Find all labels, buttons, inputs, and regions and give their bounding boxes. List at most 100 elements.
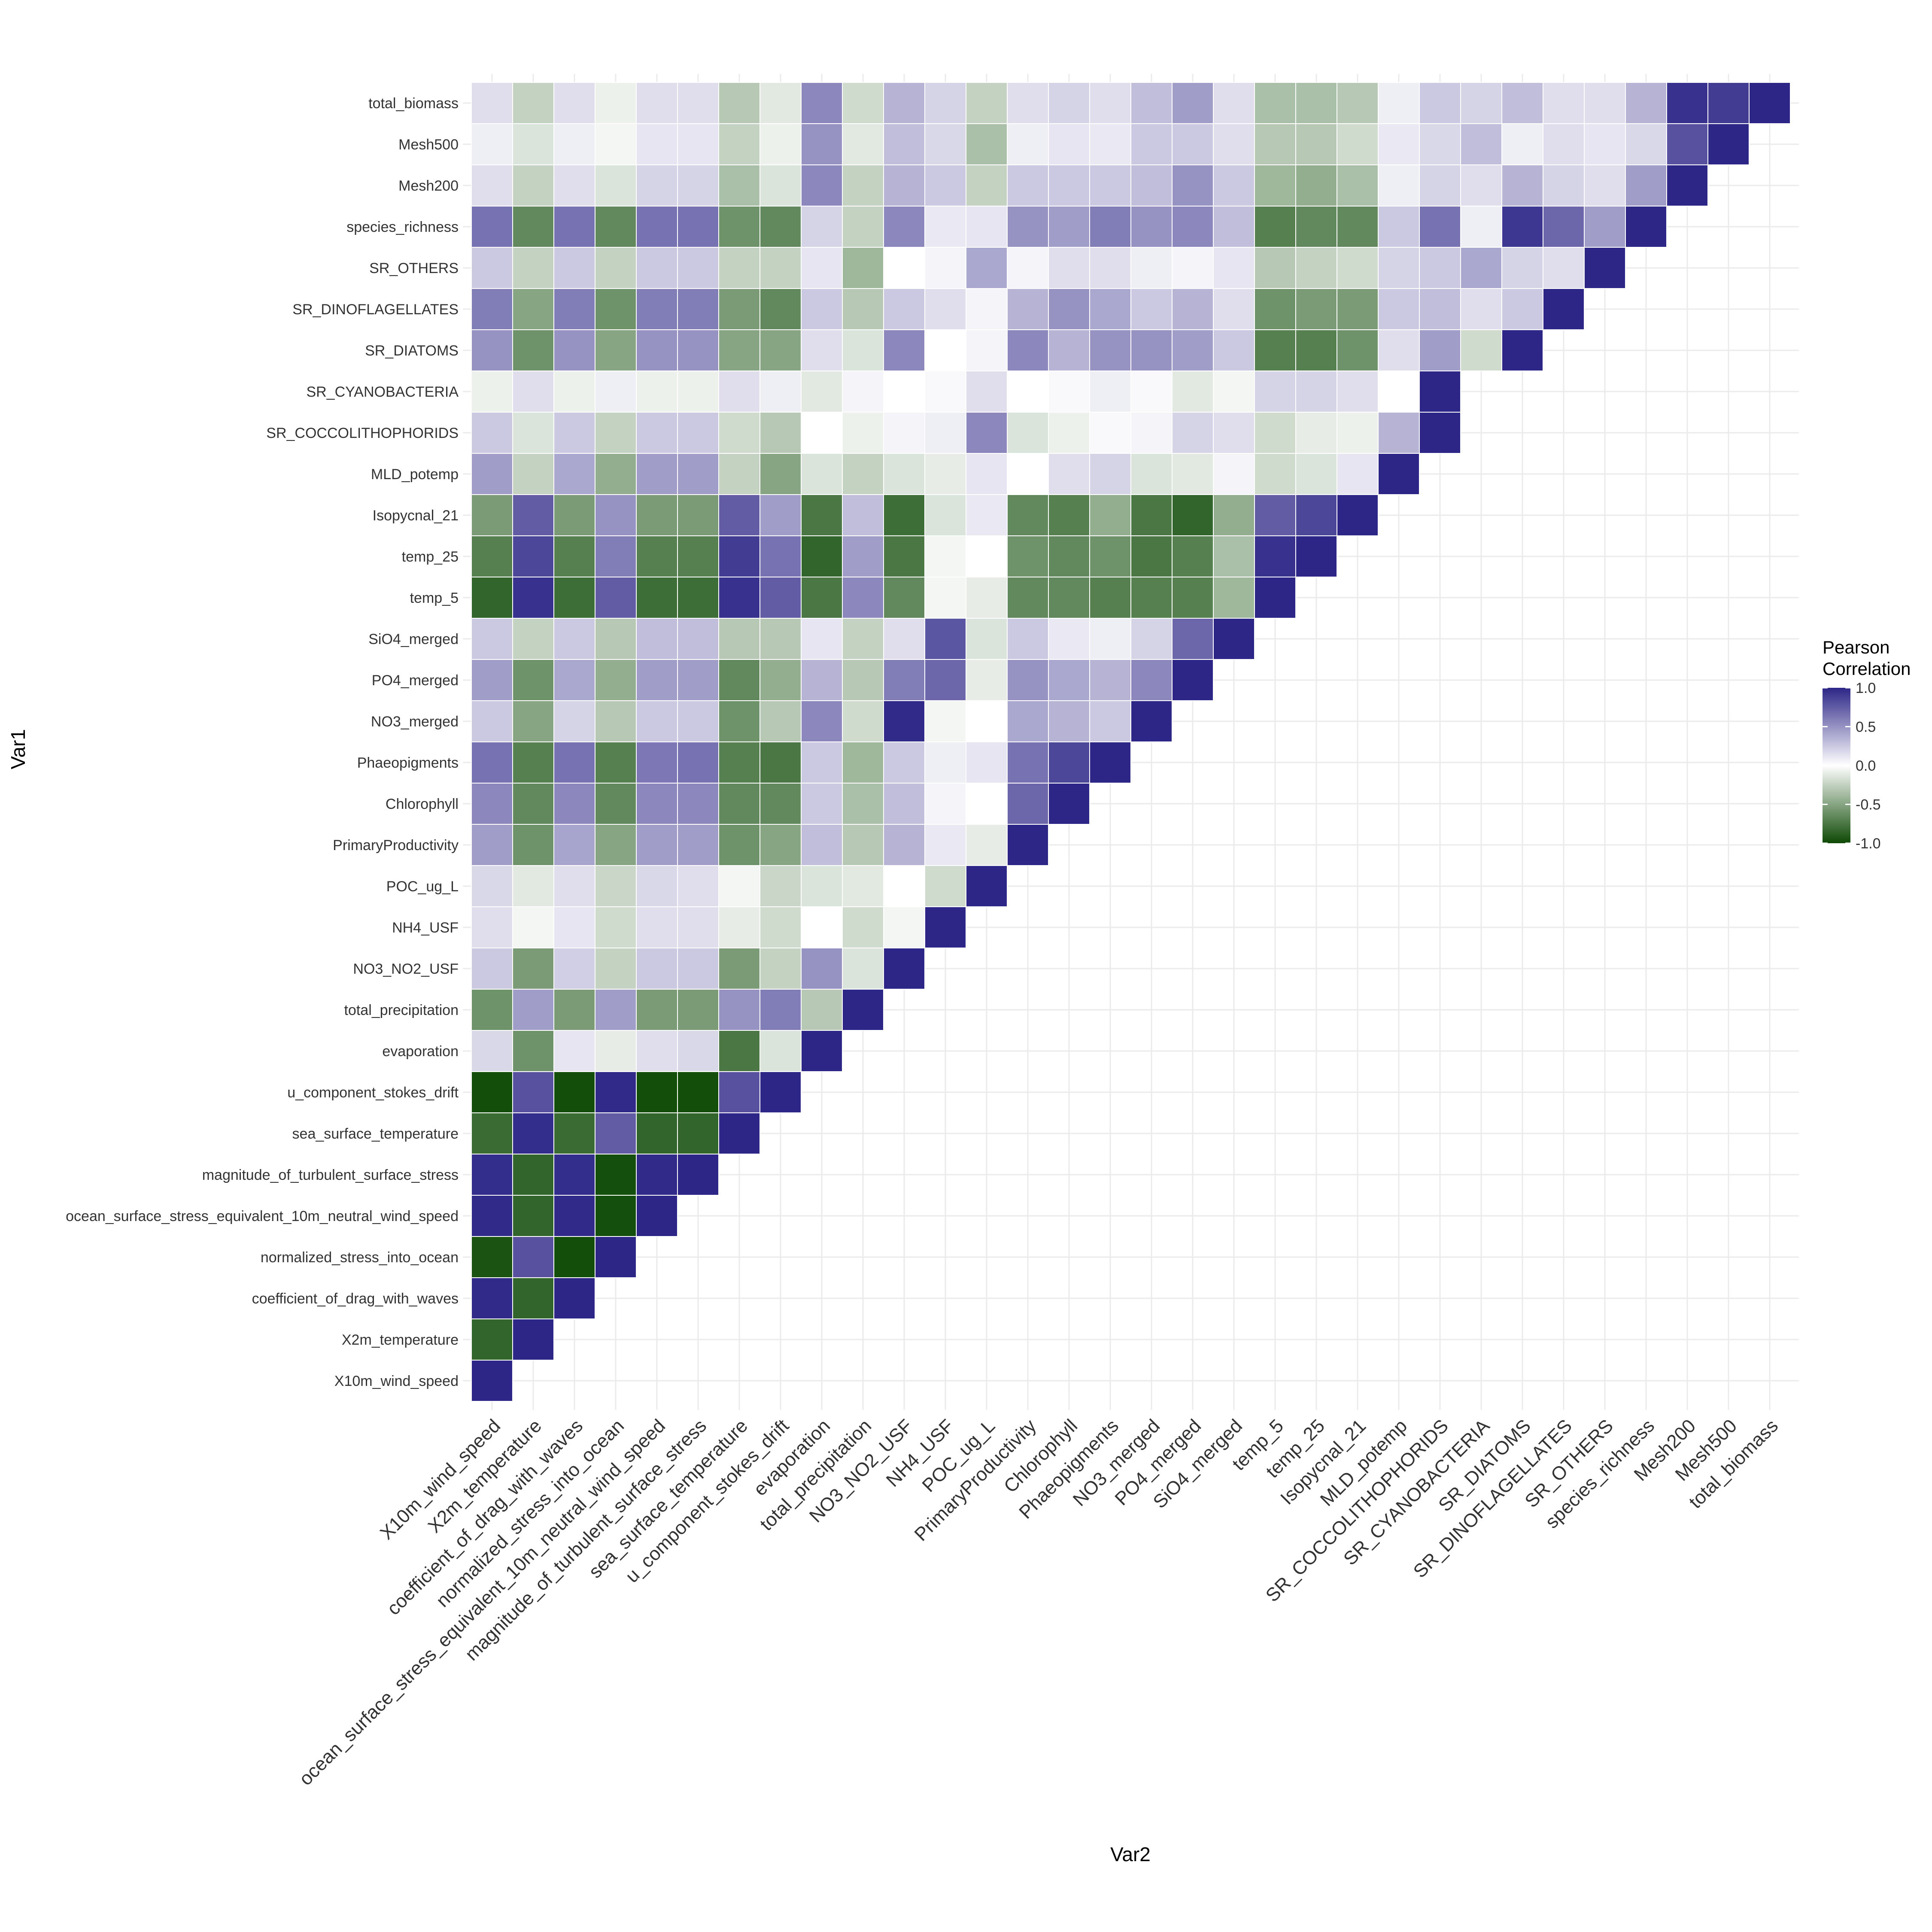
legend-tick-label: 0.0	[1856, 758, 1876, 774]
heatmap-cell	[595, 535, 637, 577]
heatmap-cell	[553, 247, 595, 289]
heatmap-cell	[1172, 453, 1214, 495]
heatmap-cell	[801, 123, 843, 165]
x-tick-labels: X10m_wind_speedX2m_temperaturecoefficien…	[295, 1415, 1782, 1789]
heatmap-cell	[512, 1277, 554, 1319]
y-tick-label: normalized_stress_into_ocean	[261, 1249, 459, 1266]
y-tick-label: NO3_NO2_USF	[353, 961, 459, 977]
heatmap-cell	[1172, 494, 1214, 536]
heatmap-cell	[842, 948, 884, 990]
heatmap-cell	[1625, 82, 1667, 124]
heatmap-cell	[1213, 164, 1255, 207]
heatmap-cell	[842, 206, 884, 248]
heatmap-cell	[759, 741, 802, 784]
heatmap-cell	[471, 247, 513, 289]
heatmap-cell	[1213, 412, 1255, 454]
heatmap-cell	[636, 412, 678, 454]
y-tick-label: coefficient_of_drag_with_waves	[252, 1291, 459, 1307]
heatmap-cell	[1007, 824, 1049, 866]
heatmap-cell	[718, 82, 760, 124]
heatmap-cell	[1337, 288, 1379, 330]
heatmap-cell	[842, 741, 884, 784]
heatmap-cell	[801, 206, 843, 248]
heatmap-cell	[471, 329, 513, 371]
heatmap-cell	[1460, 164, 1502, 207]
heatmap-cell	[759, 618, 802, 660]
heatmap-cell	[759, 535, 802, 577]
heatmap-cell	[636, 1195, 678, 1237]
heatmap-cell	[883, 948, 925, 990]
heatmap-cell	[553, 1154, 595, 1196]
y-tick-label: POC_ug_L	[386, 878, 459, 895]
heatmap-cell	[595, 865, 637, 907]
heatmap-cell	[883, 865, 925, 907]
heatmap-cell	[924, 659, 966, 701]
legend-title-line1: Pearson	[1823, 637, 1889, 657]
y-tick-label: SR_CYANOBACTERIA	[306, 384, 459, 400]
heatmap-cell	[636, 824, 678, 866]
heatmap-cell	[677, 453, 719, 495]
heatmap-cell	[553, 906, 595, 948]
heatmap-cell	[636, 906, 678, 948]
heatmap-cell	[595, 659, 637, 701]
heatmap-cell	[595, 783, 637, 825]
heatmap-cell	[677, 247, 719, 289]
heatmap-cell	[1213, 535, 1255, 577]
heatmap-cell	[1254, 412, 1296, 454]
heatmap-cell	[966, 783, 1008, 825]
heatmap-cell	[677, 824, 719, 866]
heatmap-cell	[1213, 577, 1255, 619]
heatmap-cell	[1213, 206, 1255, 248]
heatmap-cell	[1295, 164, 1337, 207]
heatmap-cell	[512, 288, 554, 330]
heatmap-cell	[553, 741, 595, 784]
heatmap-cell	[677, 371, 719, 413]
heatmap-cell	[718, 989, 760, 1031]
heatmap-cell	[718, 164, 760, 207]
heatmap-cell	[471, 164, 513, 207]
heatmap-cell	[512, 741, 554, 784]
heatmap-cell	[553, 865, 595, 907]
heatmap-cell	[636, 1030, 678, 1072]
heatmap-cell	[471, 783, 513, 825]
heatmap-cell	[966, 865, 1008, 907]
heatmap-cell	[636, 783, 678, 825]
heatmap-cell	[553, 1236, 595, 1278]
heatmap-cell	[1048, 412, 1090, 454]
heatmap-cell	[512, 700, 554, 742]
heatmap-cell	[677, 82, 719, 124]
heatmap-cell	[1419, 412, 1461, 454]
heatmap-cell	[553, 659, 595, 701]
heatmap-cell	[553, 1030, 595, 1072]
heatmap-cell	[883, 206, 925, 248]
heatmap-cell	[595, 700, 637, 742]
y-tick-label: X10m_wind_speed	[334, 1373, 459, 1389]
heatmap-cell	[553, 783, 595, 825]
heatmap-cell	[471, 1236, 513, 1278]
heatmap-cell	[512, 948, 554, 990]
heatmap-cell	[636, 535, 678, 577]
heatmap-cell	[1089, 535, 1131, 577]
heatmap-cell	[718, 824, 760, 866]
heatmap-cell	[636, 741, 678, 784]
heatmap-cell	[595, 741, 637, 784]
heatmap-cell	[1419, 247, 1461, 289]
heatmap-cell	[718, 329, 760, 371]
heatmap-cell	[1295, 123, 1337, 165]
heatmap-cell	[718, 865, 760, 907]
heatmap-cell	[636, 123, 678, 165]
heatmap-cell	[512, 453, 554, 495]
heatmap-cell	[924, 82, 966, 124]
heatmap-cell	[1337, 494, 1379, 536]
heatmap-cell	[1419, 82, 1461, 124]
heatmap-cell	[512, 906, 554, 948]
heatmap-cell	[1254, 371, 1296, 413]
heatmap-cell	[512, 412, 554, 454]
heatmap-cell	[512, 989, 554, 1031]
heatmap-cell	[801, 824, 843, 866]
heatmap-cell	[1707, 123, 1750, 165]
heatmap-cell	[1295, 412, 1337, 454]
heatmap-cell	[1048, 453, 1090, 495]
heatmap-cell	[759, 494, 802, 536]
heatmap-cell	[677, 700, 719, 742]
